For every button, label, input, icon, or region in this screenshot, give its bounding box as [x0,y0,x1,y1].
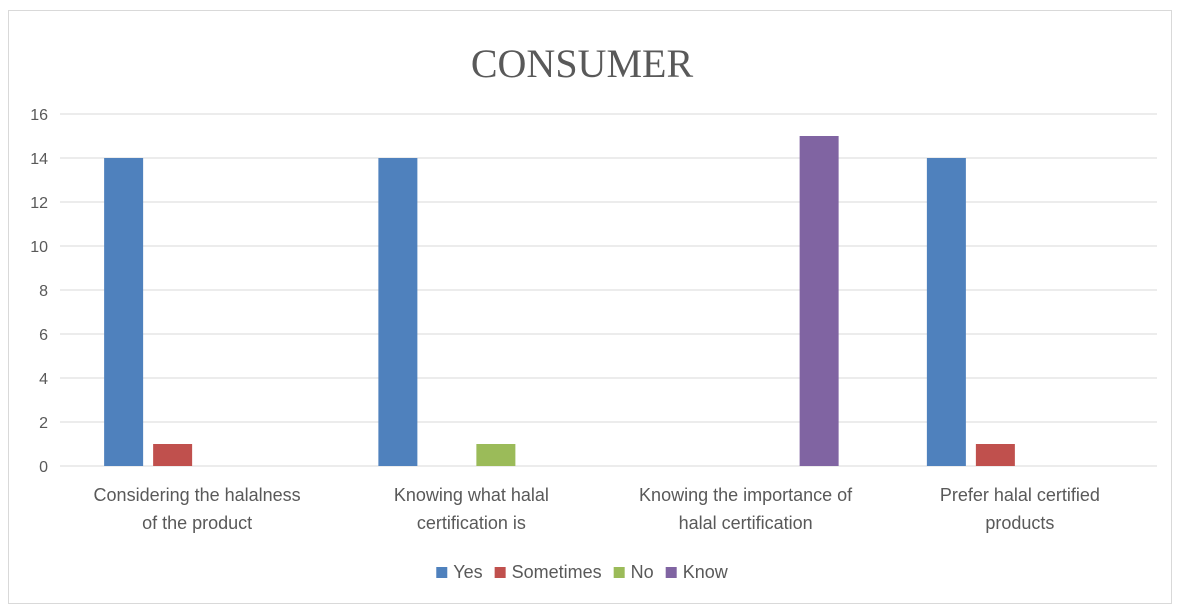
y-tick-label: 8 [39,283,48,300]
chart-frame [8,10,1172,604]
bar-know [799,136,839,466]
y-axis: 0 2 4 6 8 10 12 14 16 [30,107,48,476]
bar-sometimes [975,444,1015,466]
legend-label: No [631,562,654,582]
y-tick-label: 4 [39,371,48,388]
bar-yes [378,158,418,466]
legend-item-know: Know [665,562,729,582]
y-tick-label: 0 [39,459,48,476]
legend: Yes Sometimes No Know [436,562,729,582]
y-tick-label: 2 [39,415,48,432]
y-tick-label: 14 [30,151,48,168]
chart-title: CONSUMER [471,41,694,86]
bars [104,136,1015,466]
legend-label: Know [683,562,729,582]
legend-swatch [494,567,506,578]
bar-no [476,444,516,466]
bar-yes [926,158,966,466]
legend-swatch [613,567,625,578]
y-tick-label: 6 [39,327,48,344]
x-tick-label: Prefer halal certified products [940,485,1100,533]
y-tick-label: 12 [30,195,48,212]
legend-item-yes: Yes [436,562,483,582]
legend-swatch [436,567,448,578]
gridlines [60,113,1157,467]
x-tick-label: Knowing what halal certification is [394,485,549,533]
bar-yes [104,158,144,466]
legend-item-no: No [613,562,654,582]
legend-item-sometimes: Sometimes [494,562,602,582]
x-tick-label: Considering the halalness of the product [94,485,301,533]
bar-sometimes [153,444,193,466]
y-tick-label: 10 [30,239,48,256]
legend-swatch [665,567,677,578]
x-tick-label: Knowing the importance of halal certifica… [639,485,853,533]
y-tick-label: 16 [30,107,48,124]
legend-label: Yes [453,562,482,582]
legend-label: Sometimes [512,562,602,582]
x-axis: Considering the halalness of the product K… [94,485,1100,533]
